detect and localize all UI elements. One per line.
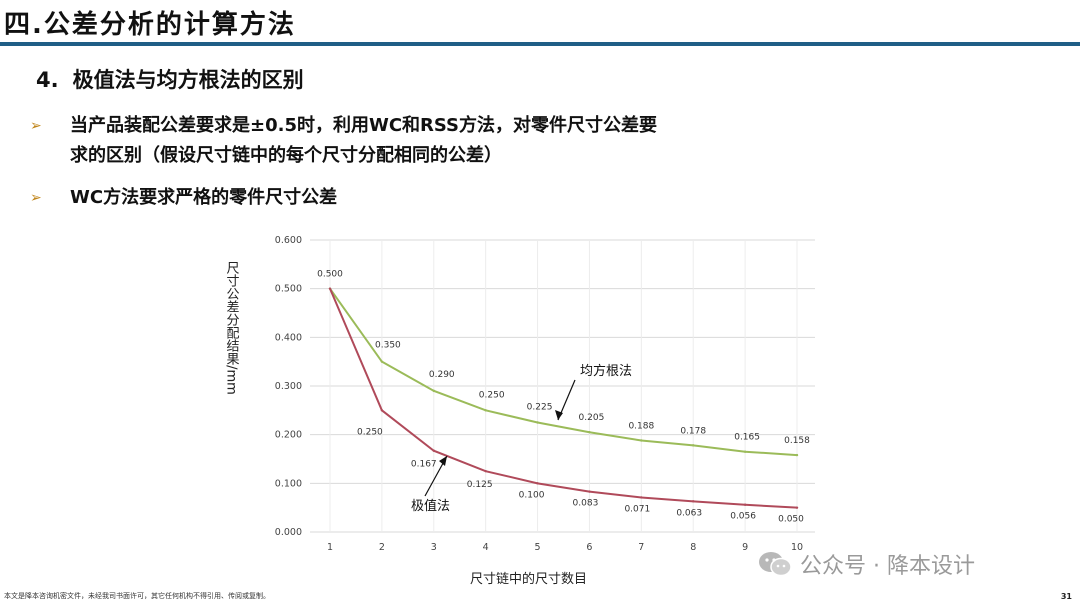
data-label: 0.225	[527, 403, 553, 413]
page-title: 四.公差分析的计算方法	[4, 10, 296, 40]
data-label: 0.250	[357, 427, 383, 437]
data-label: 0.050	[778, 515, 804, 525]
data-label: 0.071	[624, 504, 650, 514]
data-label: 0.158	[784, 436, 810, 446]
x-tick-label: 6	[586, 542, 592, 553]
data-label: 0.056	[730, 512, 756, 522]
y-tick-label: 0.200	[275, 430, 302, 441]
data-label: 0.165	[734, 433, 760, 443]
bullet-text: WC方法要求严格的零件尺寸公差	[70, 183, 337, 213]
y-axis-title: 尺寸公差分配结果/mm	[224, 261, 240, 395]
data-label: 0.350	[375, 341, 401, 351]
watermark-text: 公众号 · 降本设计	[800, 554, 975, 579]
x-tick-label: 5	[535, 542, 541, 553]
chart-svg: 0.000 0.100 0.200 0.300 0.400 0.500 0.600 1 2 3 4 5…	[224, 235, 815, 587]
x-tick-label: 3	[431, 542, 437, 553]
data-point	[432, 449, 435, 452]
data-label: 0.083	[573, 499, 599, 509]
arrowhead-icon	[439, 456, 447, 466]
bullet-line: 求的区别（假设尺寸链中的每个尺寸分配相同的公差）	[70, 145, 502, 166]
data-point	[588, 431, 591, 434]
y-tick-label: 0.100	[275, 478, 302, 489]
data-point	[484, 409, 487, 412]
data-label: 0.500	[317, 270, 343, 280]
section-number: 4.	[36, 68, 59, 92]
bullet-item: ➢ 当产品装配公差要求是±0.5时，利用WC和RSS方法，对零件尺寸公差要 求的…	[30, 111, 810, 171]
x-tick-label: 4	[483, 542, 489, 553]
header-divider	[0, 42, 1080, 46]
data-label: 0.205	[579, 413, 605, 423]
data-label: 0.250	[479, 390, 505, 400]
data-point	[640, 439, 643, 442]
data-point	[432, 389, 435, 393]
data-point	[536, 421, 539, 424]
data-label: 0.100	[519, 490, 545, 500]
data-point	[795, 453, 799, 457]
data-label: 0.167	[411, 460, 437, 470]
data-label: 0.290	[429, 370, 455, 380]
x-tick-label: 1	[327, 542, 333, 553]
x-tick-label: 10	[791, 542, 803, 553]
data-point	[380, 360, 384, 363]
arrowhead-icon	[555, 410, 563, 420]
bullet-line: 当产品装配公差要求是±0.5时，利用WC和RSS方法，对零件尺寸公差要	[70, 115, 658, 136]
series-line-wc	[329, 288, 798, 509]
data-point	[380, 409, 384, 412]
data-point	[743, 503, 747, 506]
section-title: 极值法与均方根法的区别	[72, 68, 304, 92]
series-line-rms	[329, 288, 798, 457]
data-point	[795, 506, 799, 509]
y-tick-label: 0.600	[275, 235, 302, 246]
data-label: 0.188	[628, 422, 654, 432]
x-tick-label: 9	[742, 542, 748, 553]
data-point	[640, 496, 643, 499]
tolerance-chart: 0.000 0.100 0.200 0.300 0.400 0.500 0.600 1 2 3 4 5…	[215, 220, 835, 595]
x-tick-label: 7	[638, 542, 644, 553]
y-tick-label: 0.000	[275, 527, 302, 538]
y-tick-label: 0.300	[275, 381, 302, 392]
x-tick-label: 2	[379, 542, 385, 553]
data-point	[328, 287, 332, 290]
annotation-rms: 均方根法	[580, 363, 632, 379]
section-heading: 4. 极值法与均方根法的区别	[36, 64, 304, 94]
data-label: 0.063	[676, 508, 702, 518]
bullet-text: 当产品装配公差要求是±0.5时，利用WC和RSS方法，对零件尺寸公差要 求的区别…	[70, 111, 790, 171]
data-point	[536, 482, 539, 485]
y-tick-label: 0.500	[275, 284, 302, 295]
x-axis-title: 尺寸链中的尺寸数目	[470, 571, 587, 587]
data-label: 0.178	[680, 426, 706, 436]
data-label: 0.125	[467, 480, 493, 490]
bullet-item: ➢ WC方法要求严格的零件尺寸公差	[30, 183, 530, 213]
arrow-bullet-icon: ➢	[30, 118, 42, 134]
page-number: 31	[1060, 592, 1072, 601]
x-tick-label: 8	[690, 542, 696, 553]
y-tick-label: 0.400	[275, 332, 302, 343]
data-point	[692, 444, 695, 447]
data-point	[692, 500, 695, 503]
wechat-icon	[759, 552, 792, 577]
watermark: 公众号 · 降本设计	[758, 548, 975, 580]
footer-note: 本文是降本咨询机密文件，未经我司书面许可，其它任何机构不得引用、传阅或复制。	[4, 592, 270, 600]
data-point	[743, 450, 747, 453]
data-point	[588, 490, 591, 493]
annotation-wc: 极值法	[411, 498, 450, 514]
arrow-bullet-icon: ➢	[30, 190, 42, 206]
data-point	[484, 469, 487, 473]
bullet-line: WC方法要求严格的零件尺寸公差	[70, 187, 338, 208]
